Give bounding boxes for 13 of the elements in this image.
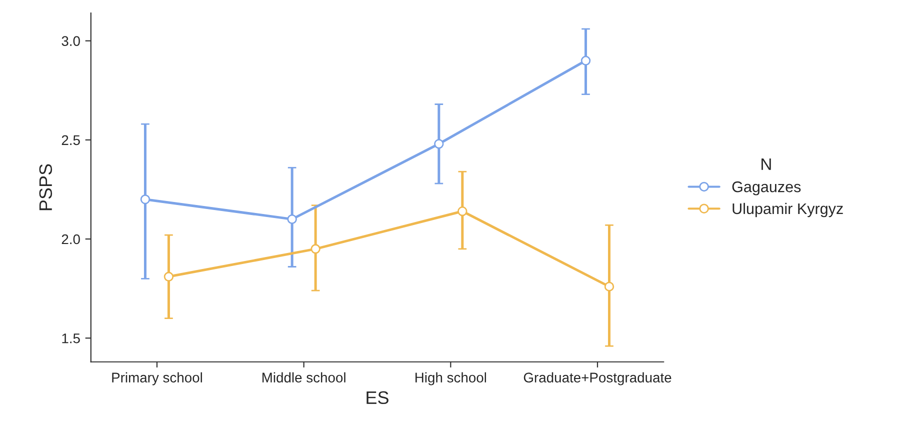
x-tick-label: Primary school [112, 372, 202, 386]
x-axis-title: ES [366, 391, 388, 404]
x-tick-label: Graduate+Postgraduate [524, 372, 672, 386]
y-axis-title: PSPS [39, 164, 52, 210]
y-tick-label: 2.0 [62, 234, 80, 244]
y-tick-label: 2.5 [62, 135, 80, 146]
x-tick-label: Middle school [262, 372, 346, 382]
legend-label: Ulupamir Kyrgyz [732, 202, 843, 218]
y-tick-label: 1.5 [62, 334, 80, 344]
x-tick-label: High school [416, 372, 486, 386]
legend-label: Gagauzes [732, 181, 801, 196]
legend-title: N [762, 158, 771, 170]
y-tick-label: 3.0 [62, 36, 80, 46]
